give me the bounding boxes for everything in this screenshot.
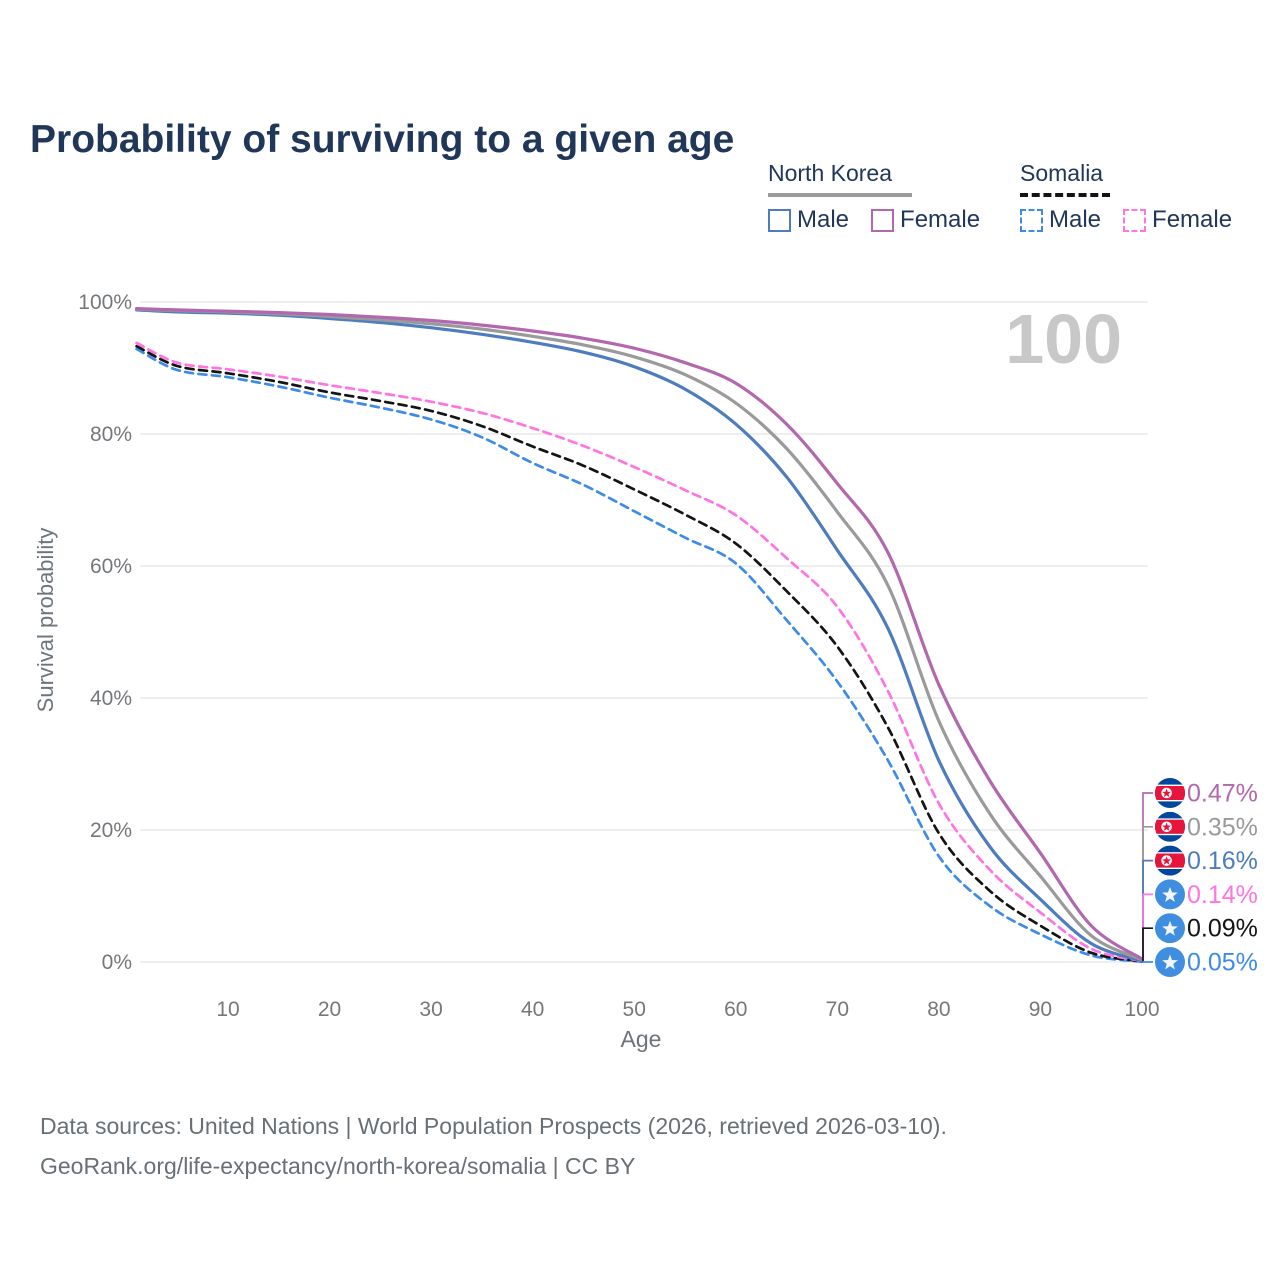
page-title: Probability of surviving to a given age [30, 118, 735, 162]
x-axis-label: Age [620, 1026, 662, 1052]
legend-underline-somalia [1020, 193, 1110, 197]
flag-star [1162, 856, 1172, 865]
data-sources-line: Data sources: United Nations | World Pop… [40, 1113, 947, 1139]
end-label-value: 0.14% [1187, 881, 1258, 909]
end-label-value: 0.09% [1187, 915, 1258, 943]
y-tick-label: 60% [90, 555, 132, 578]
x-tick-label: 90 [1029, 998, 1052, 1021]
x-tick-label: 30 [419, 998, 442, 1021]
checkbox-icon[interactable] [1020, 208, 1043, 232]
north-korea-flag-icon [1155, 811, 1185, 842]
legend-items-north-korea: Male Female [768, 206, 980, 234]
flag-star [1162, 788, 1172, 798]
y-tick-label: 20% [90, 819, 132, 842]
curve-north-korea-female [135, 307, 1144, 961]
somalia-flag-icon [1155, 913, 1185, 944]
legend-group-title-north-korea: North Korea [768, 160, 893, 186]
age-watermark: 100 [1005, 300, 1122, 378]
flag-stripe [1155, 800, 1185, 802]
flag-star [1162, 887, 1178, 902]
legend-group-north-korea: North Korea Male Female [768, 160, 980, 234]
x-tick-label: 40 [521, 998, 544, 1021]
attribution-line: GeoRank.org/life-expectancy/north-korea/… [40, 1153, 636, 1179]
end-label-connector [1142, 859, 1153, 961]
flag-stripe [1155, 852, 1185, 854]
legend: North Korea Male Female Somalia Male [0, 160, 1280, 250]
legend-group-title-somalia: Somalia [1020, 160, 1104, 186]
flag-star [1162, 822, 1172, 831]
north-korea-flag-icon [1155, 845, 1185, 876]
legend-checkbox-nk-female[interactable]: Female [871, 206, 980, 234]
y-tick-label: 100% [78, 291, 132, 314]
north-korea-flag-icon [1155, 778, 1185, 808]
end-label-value: 0.16% [1187, 847, 1258, 875]
curve-north-korea-all [135, 307, 1144, 962]
legend-checkbox-so-male[interactable]: Male [1020, 206, 1101, 234]
end-label-connector [1142, 927, 1153, 962]
curve-somalia-male [135, 347, 1144, 964]
x-tick-label: 80 [927, 998, 950, 1021]
legend-item-label: Male [1049, 206, 1102, 233]
x-tick-label: 50 [623, 998, 646, 1021]
x-tick-label: 20 [318, 998, 341, 1021]
x-tick-label: 100 [1124, 998, 1159, 1021]
x-tick-label: 60 [724, 998, 747, 1021]
y-tick-label: 40% [90, 687, 132, 710]
x-tick-label: 70 [826, 998, 849, 1021]
legend-underline-north-korea [768, 193, 912, 197]
footer: Data sources: United Nations | World Pop… [40, 1106, 947, 1186]
end-label-connector [1142, 825, 1153, 960]
legend-items-somalia: Male Female [1020, 206, 1232, 234]
legend-checkbox-nk-male[interactable]: Male [768, 206, 849, 234]
end-label-value: 0.35% [1187, 813, 1258, 841]
somalia-flag-icon [1155, 879, 1185, 910]
flag-stripe [1155, 818, 1185, 820]
curve-somalia-female [135, 341, 1144, 963]
flag-star [1162, 920, 1178, 936]
x-tick-label: 10 [216, 998, 239, 1021]
checkbox-icon[interactable] [768, 208, 791, 232]
end-label-connector [1142, 792, 1153, 959]
checkbox-icon[interactable] [1123, 208, 1147, 232]
flag-stripe [1155, 784, 1185, 786]
flag-stripe [1155, 833, 1185, 836]
legend-checkbox-so-female[interactable]: Female [1123, 206, 1232, 234]
flag-stripe [1155, 867, 1185, 869]
legend-item-label: Female [900, 206, 981, 233]
y-tick-label: 0% [102, 951, 132, 974]
flag-star [1162, 954, 1178, 970]
end-label-value: 0.05% [1187, 949, 1258, 977]
curve-north-korea-male [135, 308, 1144, 963]
legend-item-label: Male [797, 206, 850, 233]
legend-group-somalia: Somalia Male Female [1020, 160, 1232, 234]
somalia-flag-icon [1155, 947, 1185, 977]
curve-somalia-all [135, 344, 1144, 963]
legend-item-label: Female [1152, 206, 1233, 233]
y-tick-label: 80% [90, 423, 132, 446]
end-label-value: 0.47% [1187, 780, 1258, 808]
checkbox-icon[interactable] [871, 208, 895, 232]
